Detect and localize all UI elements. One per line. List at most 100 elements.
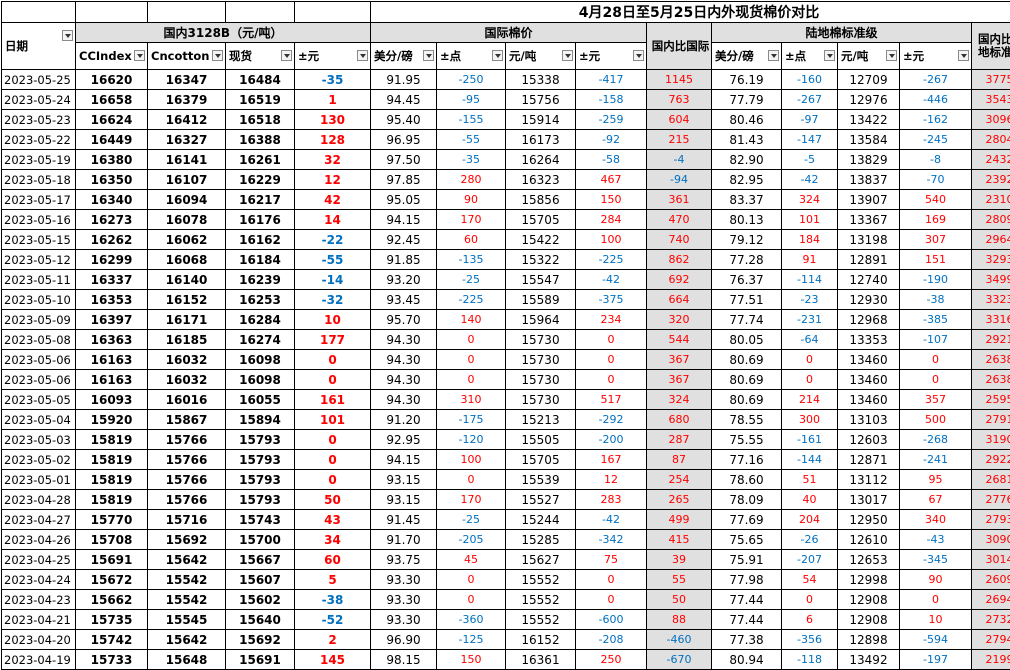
domestic-vs-intl-cell[interactable]: 55 (647, 570, 712, 590)
cncotton-cell[interactable]: 16016 (148, 390, 226, 410)
cncotton-cell[interactable]: 16062 (148, 230, 226, 250)
upland-yuan-change-cell[interactable]: -162 (900, 110, 972, 130)
cncotton-cell[interactable]: 16032 (148, 370, 226, 390)
upland-yuan-change-cell[interactable]: 90 (900, 570, 972, 590)
upland-yuan-cell[interactable]: 12871 (838, 450, 900, 470)
intl-yuan-change-cell[interactable]: -92 (576, 130, 647, 150)
upland-usc-cell[interactable]: 80.13 (712, 210, 782, 230)
cncotton-cell[interactable]: 16171 (148, 310, 226, 330)
domestic-vs-intl-cell[interactable]: 1145 (647, 70, 712, 90)
domestic-change-cell[interactable]: -38 (295, 590, 371, 610)
filter-dropdown-icon[interactable] (357, 50, 368, 61)
spot-cell[interactable]: 16217 (226, 190, 295, 210)
spot-cell[interactable]: 16162 (226, 230, 295, 250)
spot-cell[interactable]: 15667 (226, 550, 295, 570)
ccindex-cell[interactable]: 15708 (76, 530, 148, 550)
date-cell[interactable]: 2023-04-26 (2, 530, 76, 550)
upland-yuan-change-cell[interactable]: 0 (900, 590, 972, 610)
domestic-vs-upland-cell[interactable]: 2638 (972, 350, 1010, 370)
cncotton-cell[interactable]: 15648 (148, 650, 226, 670)
intl-yuan-cell[interactable]: 15730 (506, 330, 576, 350)
intl-usc-cell[interactable]: 91.85 (371, 250, 437, 270)
intl-yuan-change-cell[interactable]: 0 (576, 590, 647, 610)
intl-yuan-change-cell[interactable]: 234 (576, 310, 647, 330)
upland-usc-cell[interactable]: 77.51 (712, 290, 782, 310)
upland-yuan-cell[interactable]: 13112 (838, 470, 900, 490)
intl-yuan-cell[interactable]: 15322 (506, 250, 576, 270)
domestic-vs-intl-cell[interactable]: 367 (647, 370, 712, 390)
upland-yuan-change-cell[interactable]: 340 (900, 510, 972, 530)
intl-yuan-change-cell[interactable]: 0 (576, 570, 647, 590)
intl-point-change-cell[interactable]: 170 (437, 210, 506, 230)
domestic-vs-intl-cell[interactable]: 50 (647, 590, 712, 610)
domestic-change-cell[interactable]: 32 (295, 150, 371, 170)
cncotton-cell[interactable]: 15766 (148, 490, 226, 510)
intl-point-change-cell[interactable]: -95 (437, 90, 506, 110)
date-cell[interactable]: 2023-04-28 (2, 490, 76, 510)
domestic-vs-upland-cell[interactable]: 2609 (972, 570, 1010, 590)
upland-yuan-change-cell[interactable]: 67 (900, 490, 972, 510)
spot-cell[interactable]: 15640 (226, 610, 295, 630)
intl-usc-cell[interactable]: 91.95 (371, 70, 437, 90)
intl-yuan-change-cell[interactable]: -42 (576, 510, 647, 530)
upland-yuan-cell[interactable]: 13492 (838, 650, 900, 670)
intl-yuan-change-cell[interactable]: -417 (576, 70, 647, 90)
upland-point-change-cell[interactable]: -147 (782, 130, 838, 150)
upland-yuan-change-cell[interactable]: -241 (900, 450, 972, 470)
domestic-change-cell[interactable]: 34 (295, 530, 371, 550)
domestic-vs-intl-cell[interactable]: 740 (647, 230, 712, 250)
upland-yuan-cell[interactable]: 13837 (838, 170, 900, 190)
spot-cell[interactable]: 15793 (226, 450, 295, 470)
spot-cell[interactable]: 15793 (226, 490, 295, 510)
domestic-vs-intl-cell[interactable]: 367 (647, 350, 712, 370)
ccindex-cell[interactable]: 16380 (76, 150, 148, 170)
intl-yuan-change-cell[interactable]: -42 (576, 270, 647, 290)
upland-usc-cell[interactable]: 75.65 (712, 530, 782, 550)
intl-usc-cell[interactable]: 93.15 (371, 470, 437, 490)
intl-usc-cell[interactable]: 93.30 (371, 570, 437, 590)
domestic-vs-intl-cell[interactable]: 680 (647, 410, 712, 430)
upland-point-change-cell[interactable]: 184 (782, 230, 838, 250)
upland-usc-cell[interactable]: 82.95 (712, 170, 782, 190)
date-cell[interactable]: 2023-05-01 (2, 470, 76, 490)
intl-point-change-cell[interactable]: -250 (437, 70, 506, 90)
upland-point-change-cell[interactable]: 324 (782, 190, 838, 210)
intl-usc-cell[interactable]: 91.45 (371, 510, 437, 530)
filter-dropdown-icon[interactable] (134, 50, 145, 61)
domestic-change-cell[interactable]: 0 (295, 430, 371, 450)
upland-point-change-cell[interactable]: 91 (782, 250, 838, 270)
upland-yuan-cell[interactable]: 13103 (838, 410, 900, 430)
domestic-vs-intl-cell[interactable]: 361 (647, 190, 712, 210)
upland-yuan-cell[interactable]: 13367 (838, 210, 900, 230)
ccindex-cell[interactable]: 15819 (76, 470, 148, 490)
spot-cell[interactable]: 16261 (226, 150, 295, 170)
cncotton-cell[interactable]: 15692 (148, 530, 226, 550)
spot-cell[interactable]: 16055 (226, 390, 295, 410)
upland-yuan-change-cell[interactable]: 500 (900, 410, 972, 430)
ccindex-cell[interactable]: 16337 (76, 270, 148, 290)
upland-point-change-cell[interactable]: 214 (782, 390, 838, 410)
intl-yuan-change-cell[interactable]: 12 (576, 470, 647, 490)
ccindex-cell[interactable]: 16262 (76, 230, 148, 250)
upland-yuan-change-cell[interactable]: -190 (900, 270, 972, 290)
upland-yuan-change-cell[interactable]: -268 (900, 430, 972, 450)
upland-point-change-cell[interactable]: 0 (782, 370, 838, 390)
intl-usc-cell[interactable]: 94.15 (371, 210, 437, 230)
intl-yuan-change-cell[interactable]: 0 (576, 350, 647, 370)
filter-dropdown-icon[interactable] (886, 50, 897, 61)
cncotton-cell[interactable]: 16078 (148, 210, 226, 230)
domestic-change-cell[interactable]: 101 (295, 410, 371, 430)
intl-yuan-cell[interactable]: 15914 (506, 110, 576, 130)
intl-point-change-cell[interactable]: -360 (437, 610, 506, 630)
filter-dropdown-icon[interactable] (281, 50, 292, 61)
upland-point-change-cell[interactable]: 6 (782, 610, 838, 630)
upland-yuan-cell[interactable]: 13460 (838, 350, 900, 370)
upland-yuan-change-cell[interactable]: 169 (900, 210, 972, 230)
domestic-vs-upland-cell[interactable]: 3014 (972, 550, 1010, 570)
cncotton-cell[interactable]: 16347 (148, 70, 226, 90)
intl-usc-cell[interactable]: 91.70 (371, 530, 437, 550)
intl-point-change-cell[interactable]: 0 (437, 330, 506, 350)
col-header-intl-point-change[interactable]: ±点 (437, 43, 506, 70)
